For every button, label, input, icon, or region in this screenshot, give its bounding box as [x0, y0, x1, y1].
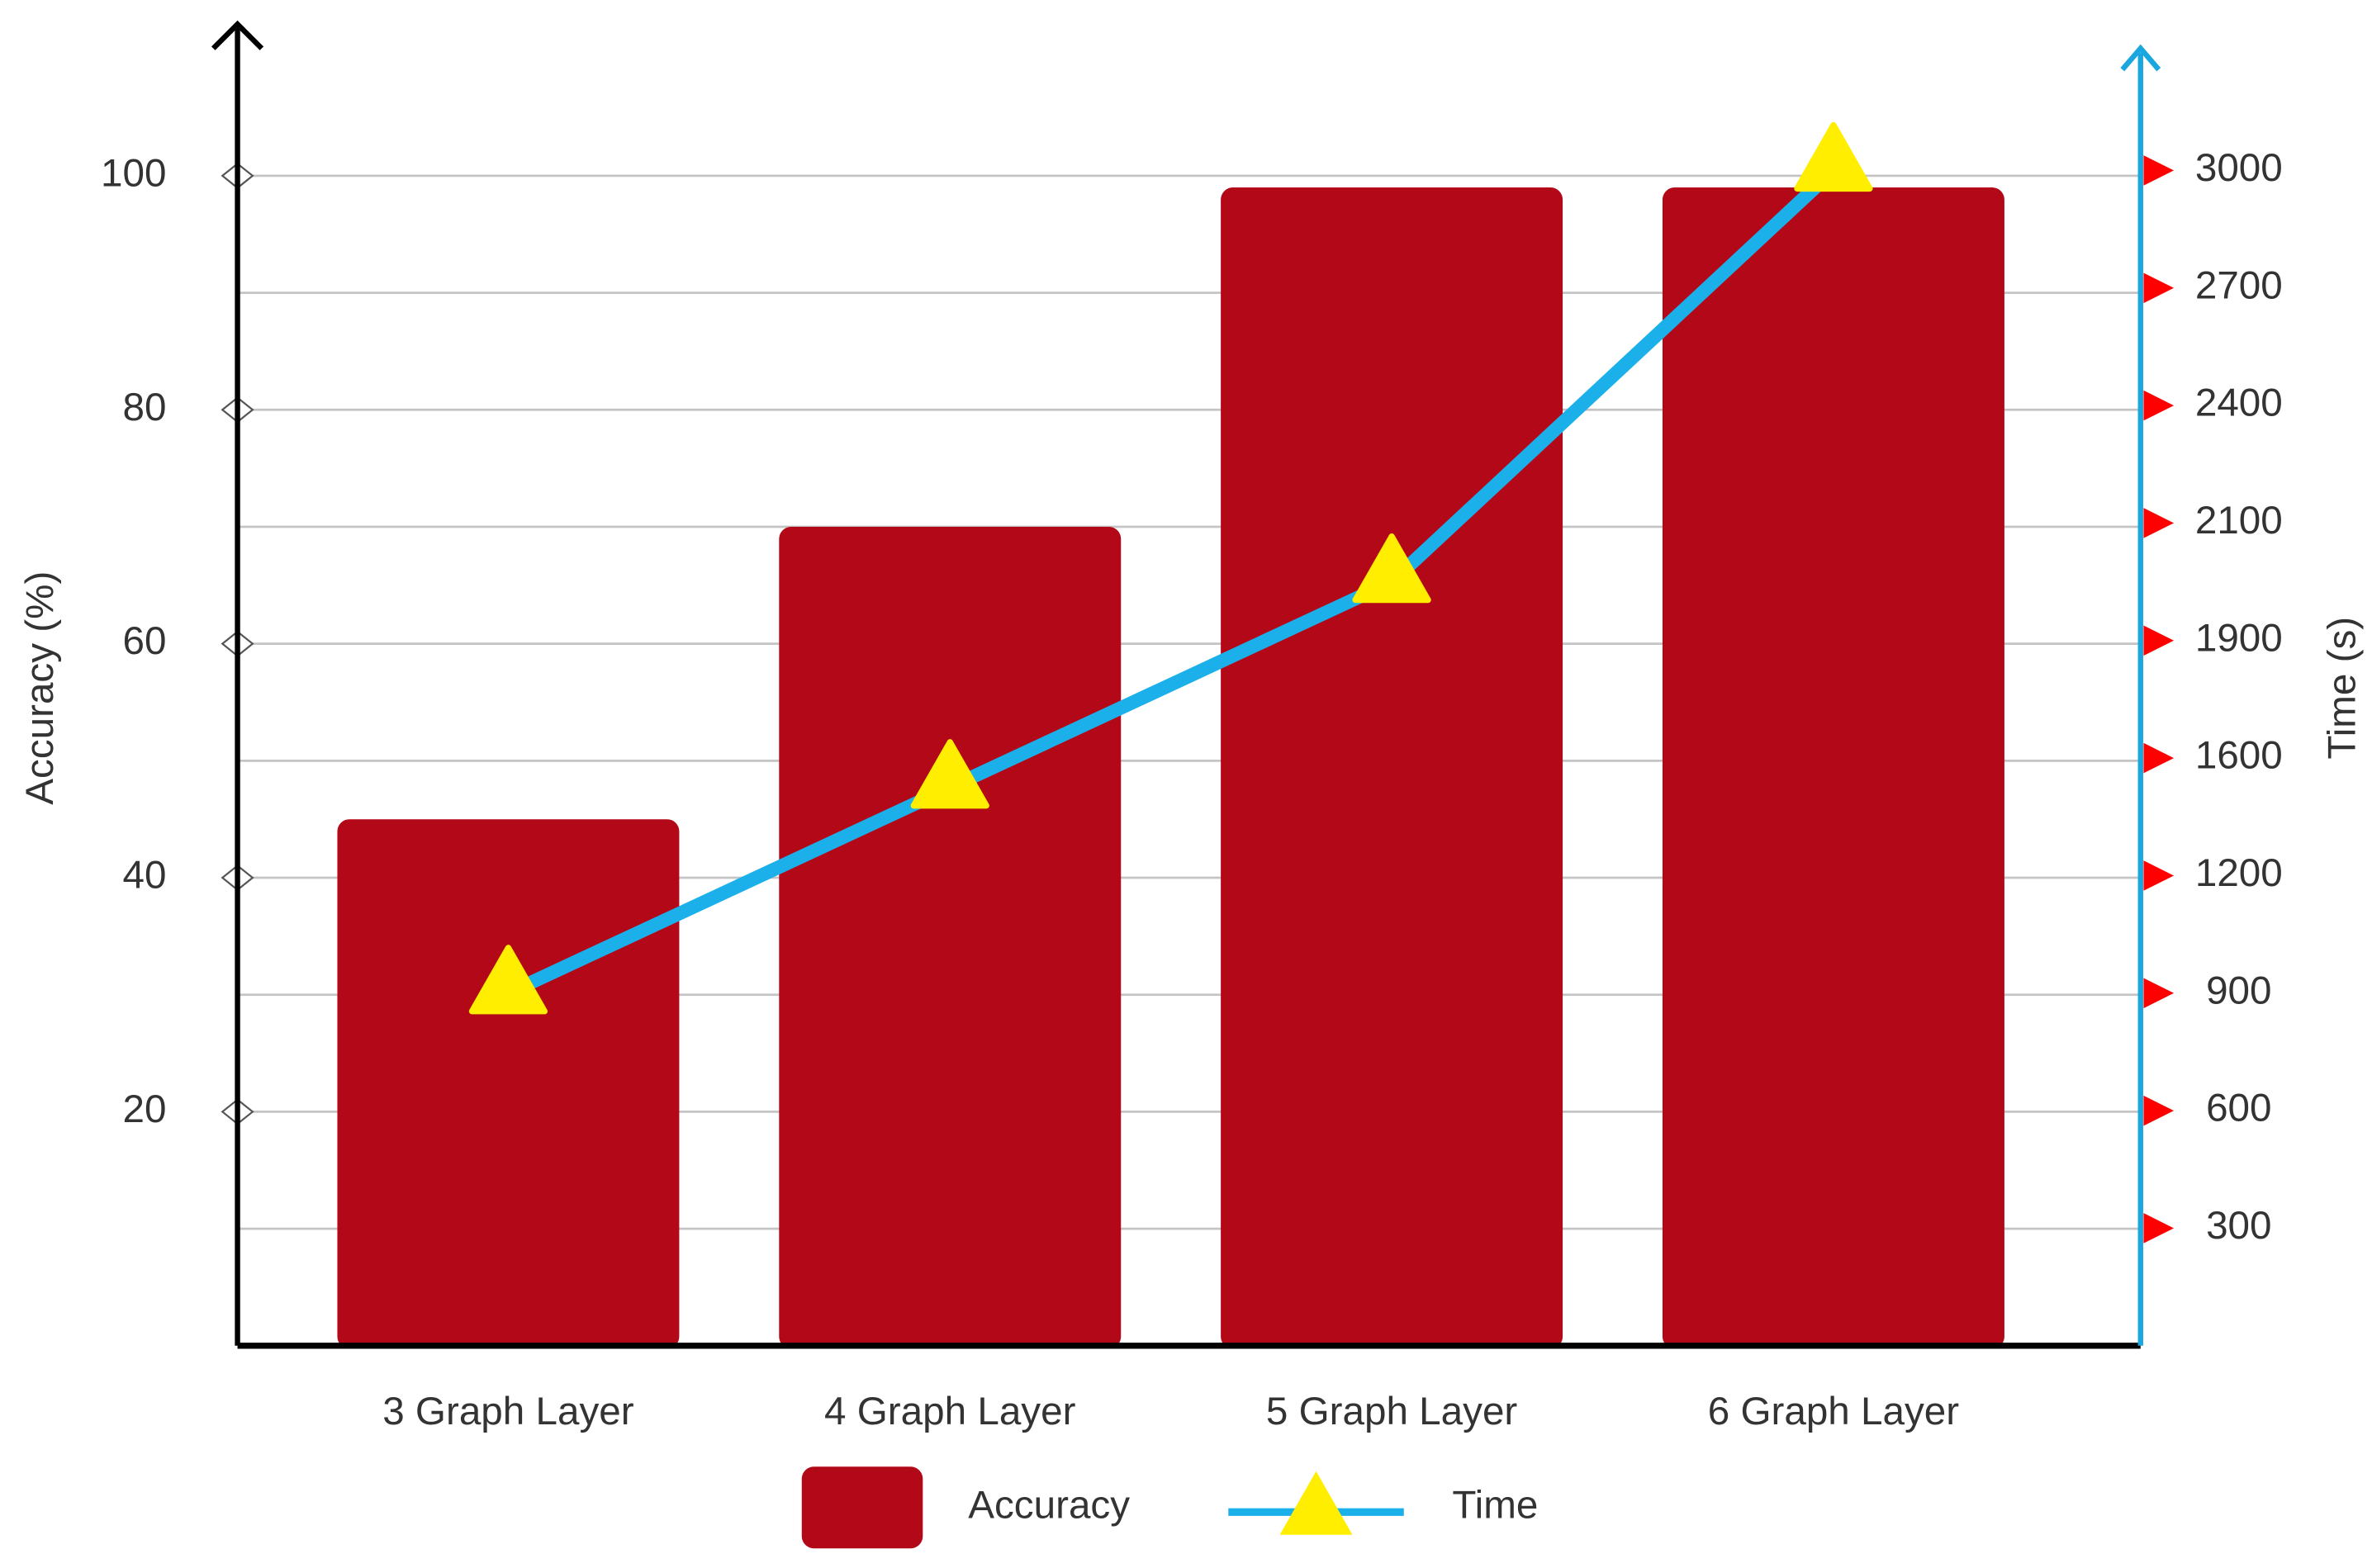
y2-tick-label: 900	[2206, 969, 2271, 1012]
legend-label: Time	[1452, 1483, 1538, 1527]
line-marker	[1794, 121, 1873, 192]
legend-item: Accuracy	[801, 1466, 1130, 1549]
y2-tick-label: 600	[2206, 1087, 2271, 1130]
x-tick-label: 4 Graph Layer	[824, 1390, 1076, 1433]
y2-tick-label: 1200	[2195, 851, 2283, 895]
y-tick-label: 60	[123, 619, 167, 663]
y2-tick-mark	[2143, 978, 2175, 1009]
y2-tick-mark	[2143, 272, 2175, 304]
legend-label: Accuracy	[968, 1483, 1130, 1527]
y2-tick-label: 2100	[2195, 499, 2283, 542]
line-marker	[468, 945, 548, 1015]
y2-tick-mark	[2143, 508, 2175, 538]
legend-marker	[1279, 1471, 1353, 1535]
y-axis-arrow	[211, 20, 264, 50]
y2-tick-mark	[2143, 1213, 2175, 1244]
y-tick-label: 100	[101, 151, 166, 195]
bar	[337, 819, 680, 1349]
x-tick-label: 3 Graph Layer	[382, 1390, 634, 1433]
line-marker	[910, 739, 989, 809]
y2-axis-arrow	[2120, 44, 2161, 72]
y2-tick-label: 300	[2206, 1204, 2271, 1248]
y-axis-label: Accuracy (%)	[18, 571, 62, 805]
legend-item: Time	[1228, 1471, 1538, 1535]
legend-swatch	[801, 1466, 923, 1549]
y2-tick-mark	[2143, 1095, 2175, 1126]
y2-tick-label: 1900	[2195, 616, 2283, 660]
y2-tick-mark	[2143, 860, 2175, 891]
bar	[779, 526, 1122, 1349]
y-tick-label: 80	[123, 386, 167, 429]
y2-tick-mark	[2143, 155, 2175, 186]
y2-tick-label: 1600	[2195, 734, 2283, 778]
bar	[1662, 187, 2004, 1349]
x-tick-label: 6 Graph Layer	[1708, 1390, 1960, 1433]
y2-tick-label: 3000	[2195, 146, 2283, 190]
y2-tick-mark	[2143, 390, 2175, 421]
line-marker	[1352, 533, 1431, 604]
line	[505, 165, 1838, 1000]
y-tick-label: 20	[123, 1087, 167, 1131]
y2-tick-label: 2700	[2195, 263, 2283, 307]
y2-axis-label: Time (s)	[2321, 617, 2365, 760]
bar	[1221, 187, 1563, 1349]
x-tick-label: 5 Graph Layer	[1266, 1390, 1518, 1433]
y2-tick-label: 2400	[2195, 381, 2283, 425]
y2-tick-mark	[2143, 625, 2175, 656]
y-tick-label: 40	[123, 854, 167, 898]
y2-tick-mark	[2143, 742, 2175, 774]
